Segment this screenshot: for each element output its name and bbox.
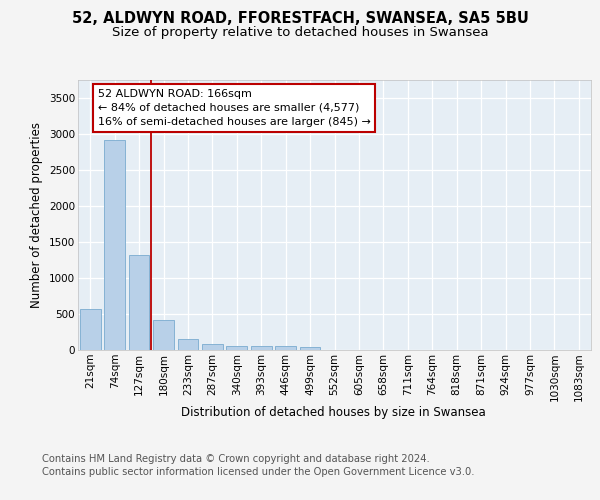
Text: Size of property relative to detached houses in Swansea: Size of property relative to detached ho…	[112, 26, 488, 39]
Bar	[202, 344, 223, 350]
Bar	[178, 339, 199, 350]
Bar	[153, 320, 174, 350]
Bar	[80, 308, 101, 350]
Bar	[299, 348, 320, 350]
Text: Contains HM Land Registry data © Crown copyright and database right 2024.: Contains HM Land Registry data © Crown c…	[42, 454, 430, 464]
Text: 52 ALDWYN ROAD: 166sqm
← 84% of detached houses are smaller (4,577)
16% of semi-: 52 ALDWYN ROAD: 166sqm ← 84% of detached…	[98, 88, 370, 126]
Bar	[251, 346, 272, 350]
Bar	[104, 140, 125, 350]
Bar	[226, 346, 247, 350]
Bar	[275, 346, 296, 350]
Text: Contains public sector information licensed under the Open Government Licence v3: Contains public sector information licen…	[42, 467, 475, 477]
Y-axis label: Number of detached properties: Number of detached properties	[31, 122, 43, 308]
Bar	[128, 254, 149, 350]
Text: Distribution of detached houses by size in Swansea: Distribution of detached houses by size …	[181, 406, 485, 419]
Text: 52, ALDWYN ROAD, FFORESTFACH, SWANSEA, SA5 5BU: 52, ALDWYN ROAD, FFORESTFACH, SWANSEA, S…	[71, 11, 529, 26]
